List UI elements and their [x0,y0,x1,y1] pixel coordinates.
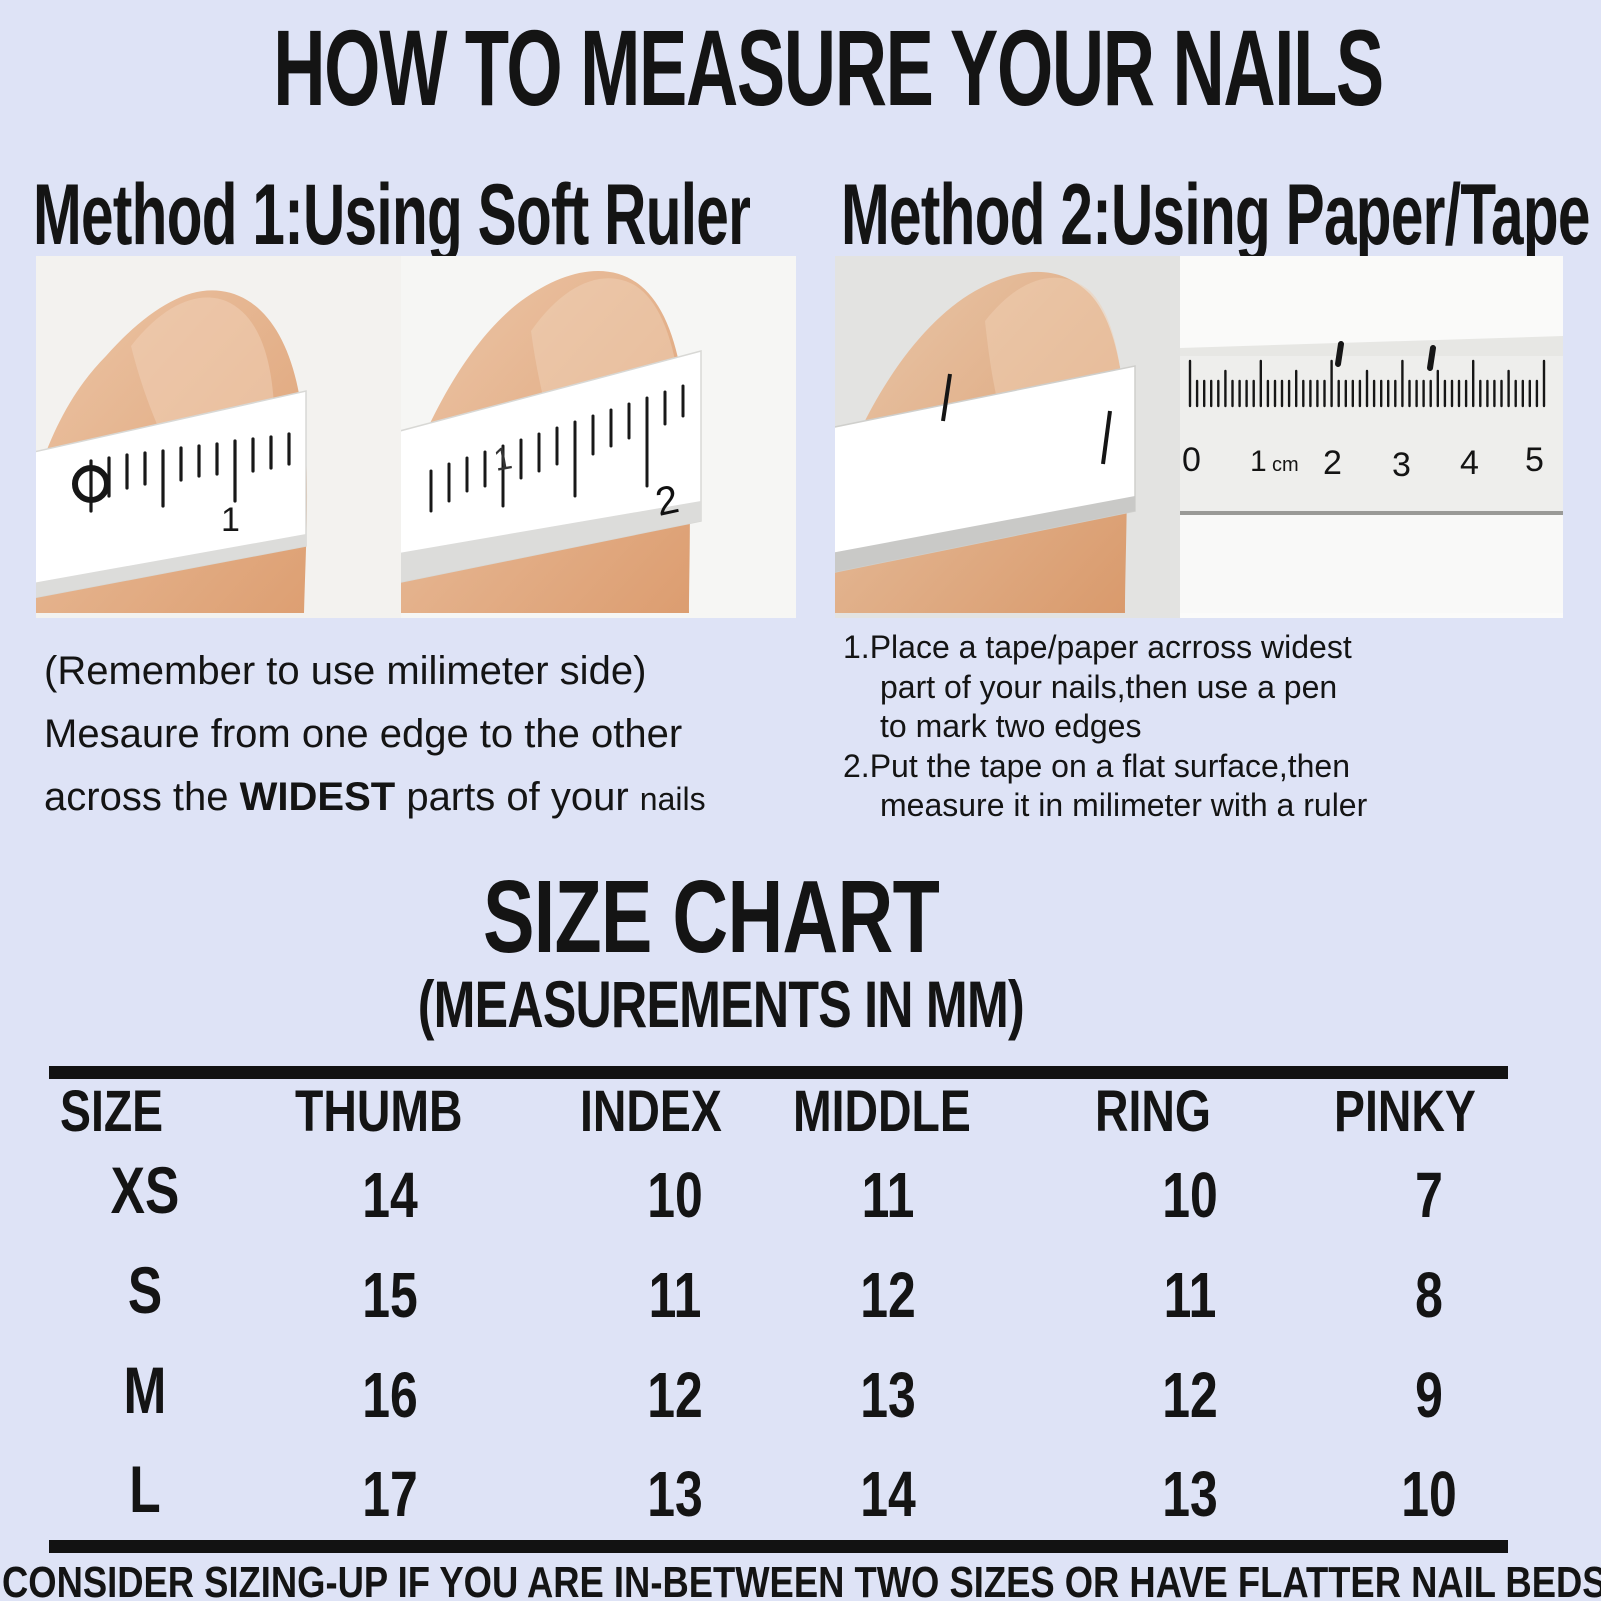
svg-text:5: 5 [1525,441,1544,479]
svg-text:2: 2 [1323,444,1342,482]
svg-text:cm: cm [1272,454,1299,476]
svg-text:4: 4 [1460,444,1479,482]
svg-text:1: 1 [1250,445,1267,478]
svg-text:1: 1 [221,501,240,539]
svg-text:0: 0 [1182,441,1201,479]
svg-text:3: 3 [1392,446,1411,484]
